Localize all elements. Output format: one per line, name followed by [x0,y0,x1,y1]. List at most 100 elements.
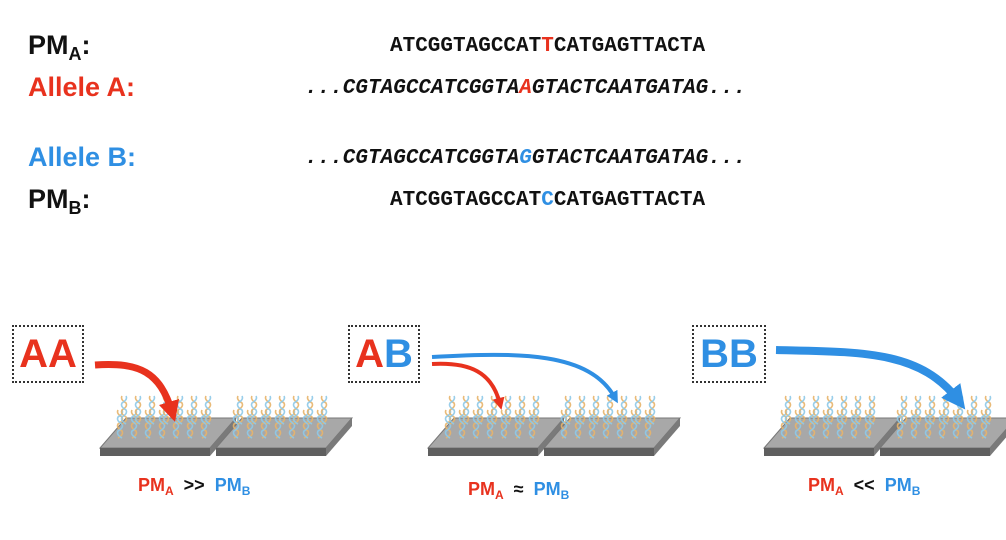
probe-strand [306,395,314,425]
probe-strand [200,409,208,439]
seq-part: GTACTCAATGATAG... [531,77,747,100]
probe-strand [984,395,992,425]
comparison-bb: PMA << PMB [808,474,920,502]
probe-strand [914,395,922,425]
probe-strand [864,409,872,439]
probe-strand [588,409,596,439]
pm-text: PM [138,475,165,495]
probe-strand [278,395,286,425]
chip-side [326,418,352,456]
chip-side [990,429,1006,456]
probe-strand [564,395,572,425]
probe-strand [970,395,978,425]
probe-strand [798,395,806,425]
probe-strand [984,395,992,425]
chip-edge [428,448,538,456]
probe-strand [120,395,128,425]
chip-edge [880,448,990,456]
probe-strand [458,409,466,439]
probe-strand [592,395,600,425]
genotype-letter: B [729,331,758,376]
probe-strand [578,395,586,425]
genotype-letter: A [355,331,384,376]
probe-strand [840,395,848,425]
pm-sub: B [911,484,921,498]
probe-strand [320,395,328,425]
pm-b-label: PMB: [28,184,91,223]
pm-sub: A [835,484,844,498]
probe-strand [868,395,876,425]
probe-strand [448,395,456,425]
probe-strand [928,395,936,425]
probe-strand [120,395,128,425]
probe-strand [952,409,960,439]
probe-strand [292,395,300,425]
probe-strand [514,409,522,439]
pm-b-label-sub: B [68,198,82,218]
probe-strand [476,395,484,425]
probe-strand [808,409,816,439]
arrow-allele-b [775,346,966,410]
probe-strand [250,395,258,425]
probe-strand [924,409,932,439]
probe-strand [528,409,536,439]
probe-strand [186,409,194,439]
pm-b-sequence: ATCGGTAGCCATCCATGAGTTACTA [390,186,705,216]
genotype-letter: A [19,331,48,376]
genotype-letter: A [48,331,77,376]
probe-strand [634,395,642,425]
seq-part: ...CGTAGCCATCGGTA [305,77,520,100]
probe-strand [316,409,324,439]
probe-strand [144,409,152,439]
probe-strand [134,395,142,425]
arrow-allele-a [431,361,505,410]
probe-strand [564,395,572,425]
comparison-operator: ≈ [513,479,524,499]
allele-b-label: Allele B: [28,142,137,172]
arrow-allele-a [94,361,180,423]
probe-strand [784,395,792,425]
pm-a-sequence: ATCGGTAGCCATTCATGAGTTACTA [390,32,705,62]
probe-strand [292,395,300,425]
probe-strand [236,395,244,425]
pm-text: PM [468,479,495,499]
probe-strand [648,395,656,425]
probe-strand [798,395,806,425]
pm-sub: A [165,484,174,498]
allele-b-sequence: ...CGTAGCCATCGGTAGGTACTCAATGATAG... [305,144,746,174]
probe-strand [116,409,124,439]
comparison-operator: << [853,475,875,495]
probe-strand [278,395,286,425]
probe-strand [134,395,142,425]
probe-strand [246,409,254,439]
pm-b-label-colon: : [81,184,91,214]
probe-strand [826,395,834,425]
pm-a-label-sub: A [68,44,82,64]
probe-strand [204,395,212,425]
seq-part: ATCGGTAGCCAT [390,189,542,212]
probe-strand [476,395,484,425]
pm-sub: B [241,484,251,498]
probe-strand [620,395,628,425]
comparison-operator: >> [183,475,205,495]
seq-part: GTACTCAATGATAG... [531,147,747,170]
probe-strand [826,395,834,425]
pm-b-label-text: PM [28,184,69,214]
probe-strand [980,409,988,439]
probe-strand [970,395,978,425]
probe-strand [472,409,480,439]
pm-a-term: PMA [808,475,844,498]
pm-b-term: PMB [885,475,921,498]
probe-strand [462,395,470,425]
probe-strand [288,409,296,439]
probe-strand [190,395,198,425]
pm-a-label-colon: : [81,30,91,60]
probe-strand [504,395,512,425]
probe-strand [148,395,156,425]
probe-strand [500,409,508,439]
chip-side [654,418,680,456]
probe-strand [444,409,452,439]
